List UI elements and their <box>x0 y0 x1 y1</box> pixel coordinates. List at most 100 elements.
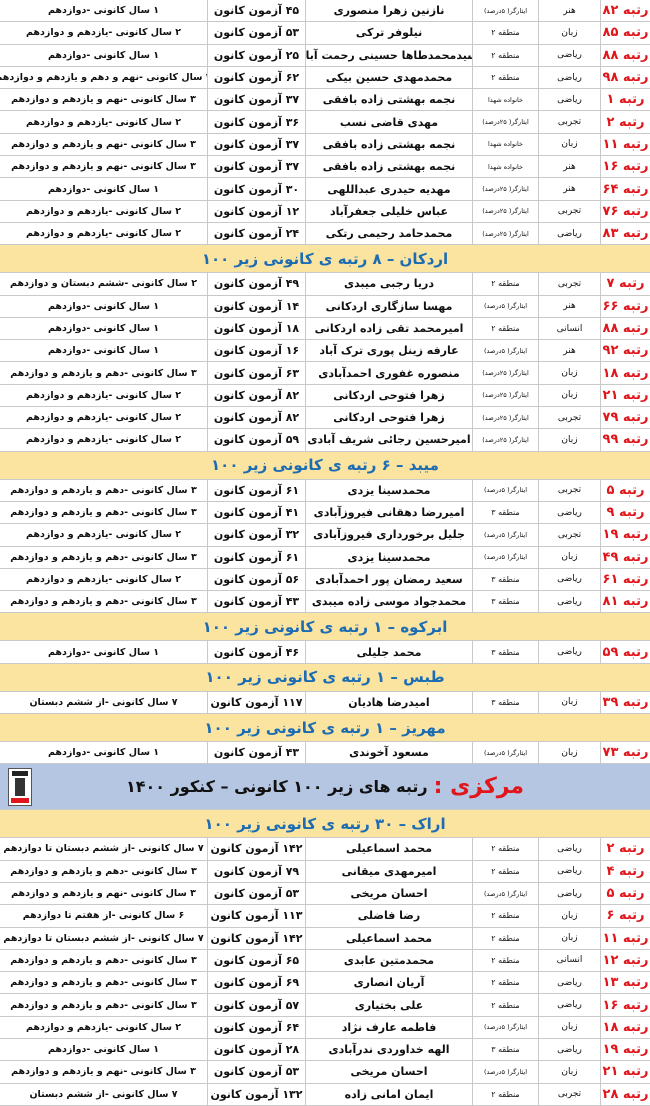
exam-count-cell: ۳۷ آزمون کانون <box>207 89 305 111</box>
student-name-cell: محمد جلیلی <box>305 641 472 663</box>
region-cell: منطقه ۲ <box>472 1083 538 1105</box>
rank-cell: رتبه ۱۳ <box>600 972 650 994</box>
kanoon-years-cell: ۳ سال کانونی -دهم و یازدهم و دوازدهم <box>10 507 197 519</box>
field-cell: زبان <box>538 429 600 451</box>
region-cell: ایثارگر( ۵درصد) <box>472 340 538 362</box>
exam-count-cell: ۲۸ آزمون کانون <box>207 1038 305 1061</box>
region-cell: منطقه ۲ <box>472 927 538 949</box>
exam-count-cell: ۸۲ آزمون کانون <box>207 384 305 407</box>
region-cell: منطقه ۲ <box>472 273 538 295</box>
rank-cell: رتبه ۶۴ <box>600 178 650 200</box>
rank-cell: رتبه ۹۸ <box>600 66 650 89</box>
exam-count-cell: ۱۲ آزمون کانون <box>207 200 305 222</box>
rank-cell: رتبه ۵ <box>600 479 650 501</box>
table-row: رتبه ۲۱ زبان ایثارگر( ۵درصد) احسان مریخی ۵۳ … <box>0 1061 650 1084</box>
exam-count-cell: ۱۸ آزمون کانون <box>207 317 305 340</box>
region-cell: منطقه ۲ <box>472 972 538 994</box>
exam-count-cell: ۳۲ آزمون کانون <box>207 524 305 546</box>
field-cell: ریاضی <box>538 66 600 89</box>
kanoon-years-cell: ۳ سال کانونی -نهم و یازدهم و دوازدهم <box>11 888 196 900</box>
graduate-figure-icon <box>15 778 25 797</box>
student-name-cell: منصوره غفوری احمدآبادی <box>305 362 472 384</box>
region-cell: منطقه ۳ <box>472 1038 538 1061</box>
field-cell: هنر <box>538 340 600 362</box>
exam-count-cell: ۱۴۲ آزمون کانون <box>207 838 305 860</box>
exam-count-cell: ۵۹ آزمون کانون <box>207 429 305 451</box>
field-cell: ریاضی <box>538 641 600 663</box>
kanoon-years-cell: ۱ سال کانونی -دوازدهم <box>47 49 160 61</box>
student-name-cell: امیرمحمد تقی زاده اردکانی <box>305 317 472 340</box>
field-cell: تجربی <box>538 111 600 133</box>
kanoon-years-cell: ۱ سال کانونی -دوازدهم <box>47 323 160 334</box>
field-cell: زبان <box>538 546 600 568</box>
kanoon-years-cell: ۲ سال کانونی -یازدهم و دوازدهم <box>25 529 182 541</box>
table-row: رتبه ۳۹ زبان منطقه ۳ امیدرضا هادیان ۱۱۷ آزمو… <box>0 691 650 715</box>
table-row: رتبه ۹۲ هنر ایثارگر( ۵درصد) عارفه زینل پوری… <box>0 340 650 363</box>
exam-count-cell: ۲۵ آزمون کانون <box>207 44 305 66</box>
table-row: رتبه ۲ تجربی ایثارگر( ۲۵درصد) مهدی قاضی نسب… <box>0 111 650 134</box>
region-cell: منطقه ۳ <box>472 591 538 613</box>
rank-cell: رتبه ۱۱ <box>600 133 650 156</box>
student-name-cell: مهدیه حیدری عبداللهی <box>305 178 472 200</box>
student-name-cell: مسعود آخوندی <box>305 742 472 764</box>
kanoon-years-cell: ۳ سال کانونی -دهم و یازدهم و دوازدهم <box>10 954 197 966</box>
rank-cell: رتبه ۷۹ <box>600 407 650 429</box>
table-row: رتبه ۹ ریاضی منطقه ۳ امیررضا دهقانی فیروزآب… <box>0 501 650 525</box>
field-cell: ریاضی <box>538 568 600 591</box>
exam-count-cell: ۱۱۷ آزمون کانون <box>207 691 305 714</box>
student-name-cell: آریان انصاری <box>305 972 472 994</box>
kanoon-years-cell: ۶ سال کانونی -از هفتم تا دوازدهم <box>22 910 185 922</box>
table-row: رتبه ۱ ریاضی خانواده شهدا نجمه بهشتی زاده ب… <box>0 89 650 112</box>
rank-cell: رتبه ۸۸ <box>600 44 650 66</box>
region-cell: منطقه ۲ <box>472 66 538 89</box>
exam-count-cell: ۵۷ آزمون کانون <box>207 994 305 1016</box>
kanoon-years-cell: ۲ سال کانونی -یازدهم و دوازدهم <box>25 412 182 424</box>
rank-cell: رتبه ۸۸ <box>600 317 650 340</box>
kanoon-years-cell: ۷ سال کانونی -از ششم دبستان تا دوازدهم <box>3 932 204 944</box>
region-cell: منطقه ۳ <box>472 501 538 524</box>
rank-cell: رتبه ۱۱ <box>600 927 650 949</box>
city-section-header: ابرکوه – ۱ رتبه ی کانونی زیر ۱۰۰ <box>0 613 650 642</box>
table-row: رتبه ۱۶ هنر خانواده شهدا نجمه بهشتی زاده با… <box>0 156 650 179</box>
table-row: رتبه ۵ ریاضی ایثارگر( ۵درصد) احسان مریخی ۵۳ … <box>0 882 650 906</box>
field-cell: زبان <box>538 1061 600 1083</box>
field-cell: زبان <box>538 905 600 927</box>
rank-cell: رتبه ۶۱ <box>600 568 650 591</box>
city-section-header: مهریز – ۱ رتبه ی کانونی زیر ۱۰۰ <box>0 714 650 743</box>
student-name-cell: محمدمهدی حسین بیکی <box>305 66 472 89</box>
region-cell: ایثارگر( ۲۵درصد) <box>472 407 538 429</box>
table-row: رتبه ۱۱ زبان خانواده شهدا نجمه بهشتی زاده ب… <box>0 133 650 157</box>
exam-count-cell: ۴۹ آزمون کانون <box>207 273 305 295</box>
rank-cell: رتبه ۱۶ <box>600 994 650 1016</box>
table-row: رتبه ۸۱ ریاضی منطقه ۳ محمدجواد موسی زاده می… <box>0 591 650 614</box>
region-cell: ایثارگر( ۵درصد) <box>472 546 538 568</box>
field-cell: ریاضی <box>538 44 600 66</box>
kanoon-years-cell: ۲ سال کانونی -یازدهم و دوازدهم <box>25 389 182 401</box>
field-cell: هنر <box>538 178 600 200</box>
field-cell: ریاضی <box>538 501 600 524</box>
region-cell: ایثارگر( ۲۵درصد) <box>472 111 538 133</box>
kanoon-years-cell: ۲ سال کانونی -یازدهم و دوازدهم <box>25 228 182 240</box>
rank-cell: رتبه ۲ <box>600 111 650 133</box>
region-cell: ایثارگر( ۵درصد) <box>472 1016 538 1038</box>
exam-count-cell: ۶۲ آزمون کانون <box>207 66 305 89</box>
region-cell: ایثارگر( ۲۵درصد) <box>472 178 538 200</box>
kanoon-years-cell: ۷ سال کانونی -از ششم دبستان <box>29 1088 178 1100</box>
exam-count-cell: ۵۶ آزمون کانون <box>207 568 305 591</box>
region-cell: خانواده شهدا <box>472 133 538 156</box>
table-row: رتبه ۷۹ تجربی ایثارگر( ۲۵درصد) زهرا فتوحی ا… <box>0 407 650 430</box>
field-cell: ریاضی <box>538 994 600 1016</box>
rank-cell: رتبه ۶ <box>600 905 650 927</box>
student-name-cell: محمدجواد موسی زاده میبدی <box>305 591 472 613</box>
table-row: رتبه ۲۱ زبان ایثارگر( ۲۵درصد) زهرا فتوحی ار… <box>0 384 650 408</box>
kanoon-years-cell: ۳ سال کانونی -نهم و یازدهم و دوازدهم <box>11 94 196 106</box>
kanoon-years-cell: ۳ سال کانونی -نهم و یازدهم و دوازدهم <box>11 1066 196 1078</box>
exam-count-cell: ۵۳ آزمون کانون <box>207 1061 305 1083</box>
region-cell: منطقه ۲ <box>472 994 538 1016</box>
student-name-cell: محمدمتین عابدی <box>305 949 472 972</box>
region-cell: ایثارگر( ۵درصد) <box>472 524 538 546</box>
table-row: رتبه ۲ ریاضی منطقه ۲ محمد اسماعیلی ۱۴۲ آزمون… <box>0 838 650 861</box>
field-cell: تجربی <box>538 479 600 501</box>
student-name-cell: الهه خداوردی ندرآبادی <box>305 1038 472 1061</box>
rank-cell: رتبه ۷ <box>600 273 650 295</box>
